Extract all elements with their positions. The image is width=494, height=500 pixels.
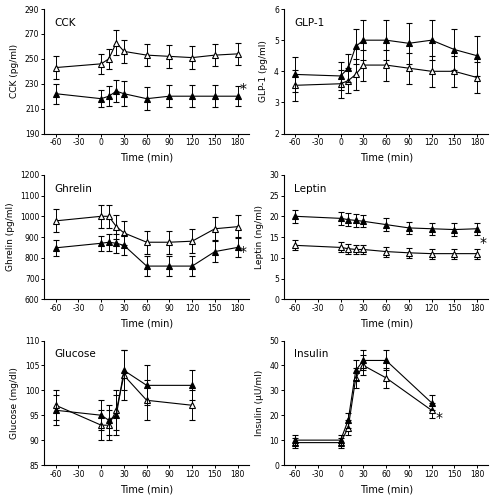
- Text: GLP-1: GLP-1: [294, 18, 324, 28]
- X-axis label: Time (min): Time (min): [120, 484, 173, 494]
- Text: Glucose: Glucose: [54, 350, 96, 360]
- Text: *: *: [435, 410, 443, 424]
- Y-axis label: Insulin (μU/ml): Insulin (μU/ml): [254, 370, 264, 436]
- Y-axis label: Leptin (ng/ml): Leptin (ng/ml): [254, 205, 264, 269]
- X-axis label: Time (min): Time (min): [360, 153, 412, 163]
- Text: Insulin: Insulin: [294, 350, 329, 360]
- Text: Ghrelin: Ghrelin: [54, 184, 92, 194]
- Y-axis label: GLP-1 (pg/ml): GLP-1 (pg/ml): [259, 40, 268, 102]
- Text: *: *: [240, 244, 247, 258]
- Text: Leptin: Leptin: [294, 184, 327, 194]
- X-axis label: Time (min): Time (min): [120, 153, 173, 163]
- Text: *: *: [479, 236, 487, 250]
- Y-axis label: Glucose (mg/dl): Glucose (mg/dl): [10, 367, 19, 438]
- Text: *: *: [240, 82, 247, 96]
- X-axis label: Time (min): Time (min): [360, 318, 412, 328]
- Y-axis label: Ghrelin (pg/ml): Ghrelin (pg/ml): [5, 202, 14, 272]
- X-axis label: Time (min): Time (min): [360, 484, 412, 494]
- Y-axis label: CCK (pg/ml): CCK (pg/ml): [10, 44, 19, 98]
- Text: CCK: CCK: [54, 18, 76, 28]
- X-axis label: Time (min): Time (min): [120, 318, 173, 328]
